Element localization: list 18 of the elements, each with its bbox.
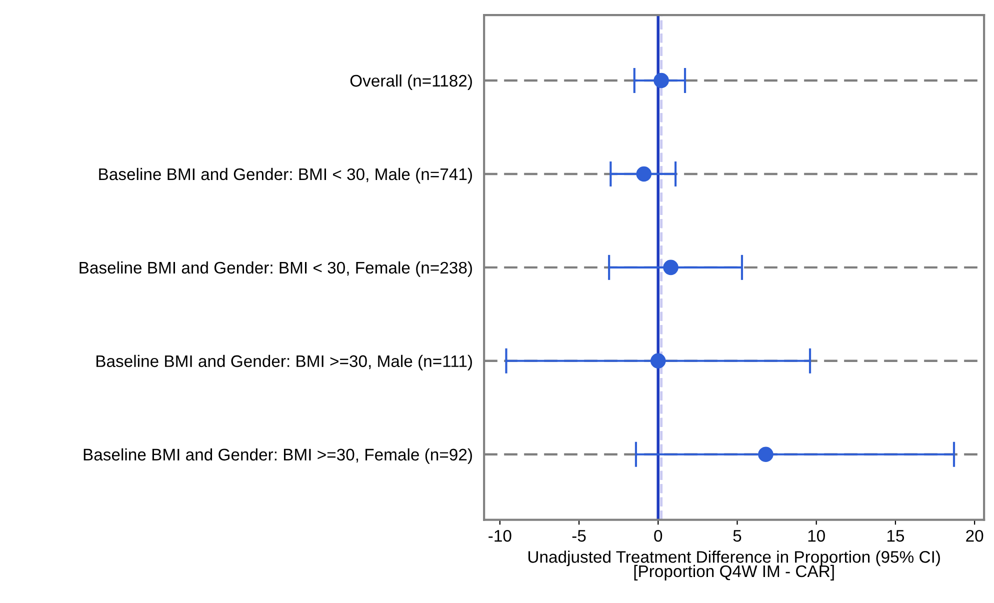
y-tick-label: Baseline BMI and Gender: BMI >=30, Female (n=92) <box>84 448 472 464</box>
point <box>650 353 666 369</box>
x-tick-label: 15 <box>887 530 904 542</box>
x-axis-title: Unadjusted Treatment Difference in Proportion (95% CI) [Proportion Q4W IM - CAR] <box>528 550 940 580</box>
x-tick-label: 10 <box>808 530 825 542</box>
x-tick-label: -10 <box>488 530 512 542</box>
x-tick-label: 5 <box>733 530 742 542</box>
point <box>636 166 652 182</box>
x-tick-label: 20 <box>966 530 984 542</box>
point <box>663 260 678 276</box>
point <box>654 72 669 88</box>
y-tick-label: Overall (n=1182) <box>350 74 472 90</box>
x-tick-label: -5 <box>572 530 586 542</box>
y-tick-label: Baseline BMI and Gender: BMI < 30, Female (n=238) <box>80 261 472 277</box>
point <box>758 446 774 462</box>
y-tick-label: Baseline BMI and Gender: BMI < 30, Male (n=741) <box>99 168 472 184</box>
x-tick-label: 0 <box>654 530 662 542</box>
y-tick-label: Baseline BMI and Gender: BMI >=30, Male (n=111) <box>96 354 472 370</box>
